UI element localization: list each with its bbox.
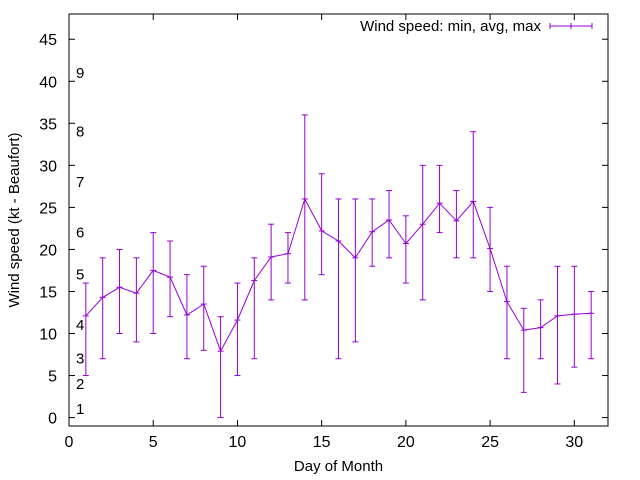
x-axis-label: Day of Month — [294, 458, 383, 475]
beaufort-label: 7 — [76, 174, 84, 191]
x-tick-label: 20 — [397, 434, 415, 451]
plot-frame — [68, 13, 609, 427]
y-tick-label: 10 — [39, 327, 57, 344]
x-tick-label: 0 — [65, 434, 74, 451]
y-tick-label: 25 — [39, 200, 57, 217]
y-tick-label: 45 — [39, 32, 57, 49]
beaufort-label: 6 — [76, 225, 84, 242]
beaufort-label: 1 — [76, 401, 84, 418]
y-tick-label: 30 — [39, 158, 57, 175]
beaufort-label: 5 — [76, 267, 84, 284]
y-tick-label: 35 — [39, 116, 57, 133]
beaufort-label: 4 — [76, 317, 84, 334]
legend-sample-line — [549, 23, 593, 29]
y-tick-label: 20 — [39, 242, 57, 259]
y-tick-label: 0 — [48, 411, 57, 428]
x-tick-label: 15 — [313, 434, 331, 451]
beaufort-label: 2 — [76, 376, 84, 393]
beaufort-label: 8 — [76, 124, 84, 141]
legend: Wind speed: min, avg, max — [360, 18, 593, 35]
y-tick-label: 5 — [48, 369, 57, 386]
beaufort-label: 9 — [76, 65, 84, 82]
x-tick-label: 5 — [149, 434, 158, 451]
x-tick-label: 30 — [565, 434, 583, 451]
x-tick-label: 25 — [481, 434, 499, 451]
legend-label: Wind speed: min, avg, max — [360, 18, 541, 35]
plot-marks — [82, 114, 595, 419]
beaufort-label: 3 — [76, 351, 84, 368]
y-axis-label: Wind speed (kt - Beaufort) — [6, 132, 23, 307]
x-tick-label: 10 — [229, 434, 247, 451]
y-tick-label: 40 — [39, 74, 57, 91]
y-tick-label: 15 — [39, 284, 57, 301]
